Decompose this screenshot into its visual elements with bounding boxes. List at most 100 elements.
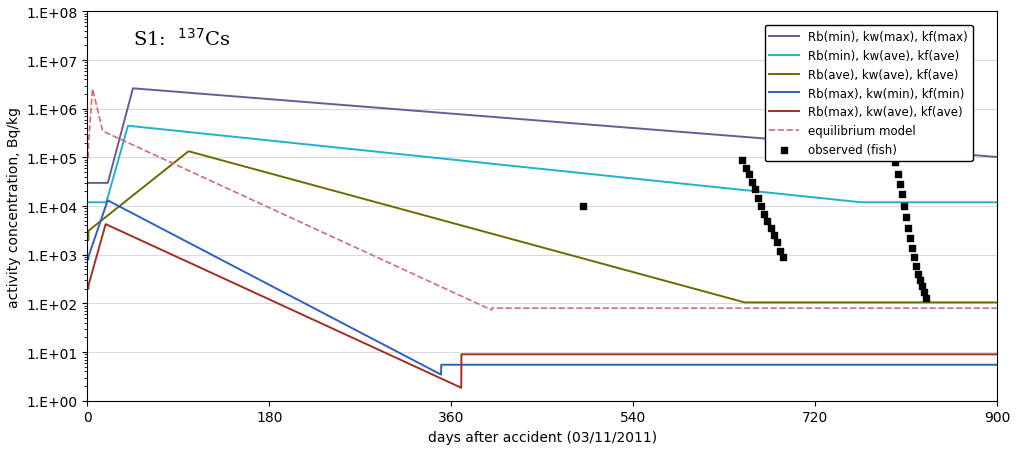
observed (fish) <box>898 214 914 221</box>
equilibrium model <box>991 306 1003 311</box>
equilibrium model <box>82 156 95 161</box>
observed (fish) <box>775 254 791 261</box>
observed (fish) <box>918 295 935 302</box>
Rb(min), kw(ave), kf(ave) <box>429 156 441 161</box>
Line: Rb(ave), kw(ave), kf(ave): Rb(ave), kw(ave), kf(ave) <box>88 152 997 303</box>
Rb(max), kw(min), kf(min) <box>247 274 259 280</box>
Rb(max), kw(ave), kf(ave) <box>100 222 112 227</box>
Rb(min), kw(ave), kf(ave) <box>82 200 95 206</box>
Text: S1:  $^{137}$Cs: S1: $^{137}$Cs <box>133 28 231 50</box>
Rb(ave), kw(ave), kf(ave) <box>830 300 842 305</box>
Rb(max), kw(min), kf(min) <box>435 372 447 377</box>
observed (fish) <box>914 283 931 290</box>
Rb(max), kw(ave), kf(ave) <box>627 352 640 357</box>
observed (fish) <box>912 277 929 284</box>
Rb(max), kw(min), kf(min) <box>673 362 685 368</box>
Rb(max), kw(ave), kf(ave) <box>82 286 95 292</box>
Line: Rb(max), kw(ave), kf(ave): Rb(max), kw(ave), kf(ave) <box>88 225 997 388</box>
observed (fish) <box>744 179 761 186</box>
Rb(ave), kw(ave), kf(ave) <box>82 238 95 243</box>
Y-axis label: activity concentration, Bq/kg: activity concentration, Bq/kg <box>7 106 21 307</box>
observed (fish) <box>894 191 910 198</box>
Line: Rb(min), kw(max), kf(max): Rb(min), kw(max), kf(max) <box>88 89 997 184</box>
Rb(max), kw(ave), kf(ave) <box>991 352 1003 357</box>
observed (fish) <box>751 194 767 202</box>
Rb(max), kw(min), kf(min) <box>830 362 842 368</box>
observed (fish) <box>734 156 751 164</box>
observed (fish) <box>766 232 782 239</box>
Line: equilibrium model: equilibrium model <box>88 90 997 310</box>
observed (fish) <box>892 181 908 189</box>
observed (fish) <box>884 149 900 156</box>
observed (fish) <box>887 159 903 166</box>
Rb(max), kw(ave), kf(ave) <box>761 352 773 357</box>
equilibrium model <box>247 198 259 203</box>
Rb(max), kw(ave), kf(ave) <box>456 385 468 391</box>
Rb(max), kw(min), kf(min) <box>82 257 95 262</box>
observed (fish) <box>747 186 764 193</box>
Rb(min), kw(ave), kf(ave) <box>829 198 841 203</box>
equilibrium model <box>673 306 685 311</box>
Rb(max), kw(min), kf(min) <box>102 198 114 204</box>
observed (fish) <box>575 203 591 210</box>
Line: Rb(min), kw(ave), kf(ave): Rb(min), kw(ave), kf(ave) <box>88 126 997 203</box>
equilibrium model <box>830 306 842 311</box>
observed (fish) <box>890 171 906 179</box>
Rb(min), kw(max), kf(max) <box>761 137 773 142</box>
observed (fish) <box>881 140 897 147</box>
Rb(min), kw(max), kf(max) <box>127 87 139 92</box>
Rb(max), kw(min), kf(min) <box>991 362 1003 368</box>
Rb(ave), kw(ave), kf(ave) <box>738 300 751 305</box>
Rb(min), kw(ave), kf(ave) <box>761 190 773 196</box>
observed (fish) <box>904 244 920 252</box>
Rb(min), kw(ave), kf(ave) <box>122 124 134 129</box>
observed (fish) <box>757 211 773 218</box>
Line: Rb(max), kw(min), kf(min): Rb(max), kw(min), kf(min) <box>88 201 997 375</box>
observed (fish) <box>906 254 922 261</box>
Rb(ave), kw(ave), kf(ave) <box>429 216 441 221</box>
observed (fish) <box>902 235 918 242</box>
Rb(min), kw(max), kf(max) <box>247 96 259 101</box>
Rb(max), kw(min), kf(min) <box>761 362 773 368</box>
observed (fish) <box>741 171 758 179</box>
Rb(max), kw(ave), kf(ave) <box>247 290 259 295</box>
Legend: Rb(min), kw(max), kf(max), Rb(min), kw(ave), kf(ave), Rb(ave), kw(ave), kf(ave),: Rb(min), kw(max), kf(max), Rb(min), kw(a… <box>765 26 973 161</box>
Rb(ave), kw(ave), kf(ave) <box>673 282 685 288</box>
equilibrium model <box>627 306 640 311</box>
observed (fish) <box>763 225 779 232</box>
Rb(min), kw(max), kf(max) <box>829 142 841 147</box>
observed (fish) <box>916 289 933 296</box>
observed (fish) <box>738 165 755 172</box>
Rb(ave), kw(ave), kf(ave) <box>247 167 259 172</box>
equilibrium model <box>86 87 99 92</box>
X-axis label: days after accident (03/11/2011): days after accident (03/11/2011) <box>427 430 657 444</box>
observed (fish) <box>896 203 912 210</box>
Rb(min), kw(max), kf(max) <box>82 181 95 186</box>
equilibrium model <box>429 282 441 287</box>
Rb(max), kw(ave), kf(ave) <box>830 352 842 357</box>
Rb(max), kw(ave), kf(ave) <box>673 352 685 357</box>
observed (fish) <box>900 225 916 232</box>
Rb(min), kw(max), kf(max) <box>429 110 441 116</box>
Rb(max), kw(min), kf(min) <box>627 362 640 368</box>
observed (fish) <box>769 239 785 246</box>
observed (fish) <box>754 203 770 210</box>
Rb(min), kw(ave), kf(ave) <box>627 176 640 182</box>
Rb(ave), kw(ave), kf(ave) <box>761 300 773 305</box>
Rb(ave), kw(ave), kf(ave) <box>991 300 1003 305</box>
Rb(min), kw(ave), kf(ave) <box>673 181 685 187</box>
equilibrium model <box>761 306 773 311</box>
Rb(max), kw(ave), kf(ave) <box>429 373 441 379</box>
Rb(max), kw(min), kf(min) <box>429 369 441 375</box>
Rb(min), kw(ave), kf(ave) <box>247 137 259 142</box>
observed (fish) <box>910 271 926 278</box>
observed (fish) <box>760 218 776 225</box>
Rb(min), kw(max), kf(max) <box>627 126 640 132</box>
equilibrium model <box>485 308 497 313</box>
observed (fish) <box>772 248 788 255</box>
observed (fish) <box>908 262 924 270</box>
Rb(ave), kw(ave), kf(ave) <box>182 149 194 155</box>
Rb(min), kw(max), kf(max) <box>673 130 685 135</box>
Rb(min), kw(max), kf(max) <box>991 155 1003 160</box>
Rb(min), kw(ave), kf(ave) <box>991 200 1003 206</box>
